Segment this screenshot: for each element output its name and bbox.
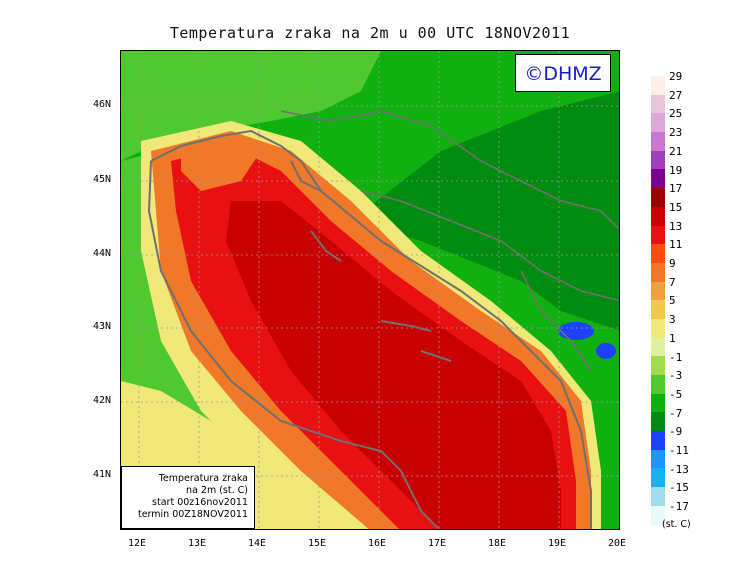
legend-swatch <box>651 393 665 413</box>
legend-label: 7 <box>669 275 676 289</box>
legend-swatch <box>651 337 665 357</box>
legend-label: -1 <box>669 350 683 364</box>
island <box>420 350 452 362</box>
legend-swatch <box>651 225 665 245</box>
legend-swatch <box>651 94 665 114</box>
longitude-label: 19E <box>548 538 567 549</box>
legend-swatch <box>651 468 665 488</box>
legend-swatch <box>651 132 665 151</box>
map-title: Temperatura zraka na 2m u 00 UTC 18NOV20… <box>169 24 571 42</box>
legend-swatch <box>651 113 665 133</box>
legend-swatch <box>651 449 665 469</box>
legend-label: 13 <box>669 219 683 233</box>
legend-label: 9 <box>669 257 676 270</box>
graticule <box>121 51 619 529</box>
info-line-valid: termin 00Z18NOV2011 <box>137 509 248 520</box>
legend-label: 29 <box>669 70 683 83</box>
legend-label: -9 <box>669 425 683 439</box>
latitude-label: 46N <box>93 99 112 110</box>
legend-label: -5 <box>669 387 683 401</box>
legend-label: -11 <box>669 444 689 457</box>
legend-swatch <box>651 356 665 375</box>
legend-swatch <box>651 76 665 95</box>
island <box>310 230 342 262</box>
longitude-label: 14E <box>248 538 267 549</box>
latitude-label: 44N <box>93 248 112 259</box>
longitude-label: 13E <box>188 538 207 549</box>
forecast-info-box: Temperatura zraka na 2m (st. C) start 00… <box>121 466 255 529</box>
legend-label: 19 <box>669 163 683 177</box>
legend-label: 3 <box>669 313 676 327</box>
legend-label: -3 <box>669 369 683 383</box>
latitude-label: 42N <box>93 395 112 406</box>
latitude-label: 41N <box>93 469 112 480</box>
legend-label: -7 <box>669 406 683 420</box>
legend-swatch <box>651 281 665 301</box>
map-canvas <box>121 51 619 529</box>
coastline-italy <box>147 160 441 529</box>
longitude-label: 16E <box>368 538 387 549</box>
legend-swatch <box>651 262 665 282</box>
color-legend <box>651 76 665 525</box>
legend-swatch <box>651 412 665 432</box>
north-adriatic-orange <box>181 136 261 191</box>
latitude-label: 45N <box>93 174 112 185</box>
longitude-label: 15E <box>308 538 327 549</box>
legend-swatch <box>651 487 665 506</box>
border-inland <box>520 270 592 372</box>
dhmz-logo: ©DHMZ <box>515 54 611 92</box>
legend-label: 11 <box>669 238 683 252</box>
legend-swatch <box>651 188 665 207</box>
legend-swatch <box>651 150 665 170</box>
lake <box>558 322 594 340</box>
legend-swatch <box>651 300 665 319</box>
legend-label: -15 <box>669 481 689 495</box>
longitude-label: 18E <box>488 538 507 549</box>
legend-label: 17 <box>669 182 683 196</box>
legend-label: 27 <box>669 88 683 102</box>
legend-label: -17 <box>669 500 689 514</box>
legend-swatch <box>651 206 665 226</box>
island <box>290 160 322 192</box>
sea-darkred-core <box>226 201 561 529</box>
info-line-units: na 2m (st. C) <box>186 485 248 496</box>
info-line-start: start 00z16nov2011 <box>152 497 248 508</box>
border-inland <box>280 110 619 231</box>
legend-label: 1 <box>669 331 676 345</box>
legend-swatch <box>651 505 665 525</box>
longitude-label: 17E <box>428 538 447 549</box>
legend-swatch <box>651 431 665 450</box>
info-line-variable: Temperatura zraka <box>158 473 248 484</box>
temperature-map <box>120 50 620 530</box>
legend-label: 23 <box>669 126 683 140</box>
legend-swatch <box>651 318 665 338</box>
legend-label: 5 <box>669 294 676 308</box>
latitude-label: 43N <box>93 321 112 332</box>
legend-label: 15 <box>669 200 683 214</box>
longitude-label: 12E <box>128 538 147 549</box>
legend-swatch <box>651 244 665 263</box>
legend-swatch <box>651 169 665 189</box>
legend-label: -13 <box>669 462 689 476</box>
longitude-label: 20E <box>608 538 627 549</box>
island <box>380 320 432 332</box>
coastline-east <box>150 129 592 529</box>
legend-label: 21 <box>669 144 683 158</box>
legend-label: 25 <box>669 107 683 121</box>
legend-units: (st. C) <box>662 519 691 530</box>
legend-swatch <box>651 375 665 394</box>
border-inland <box>360 190 619 302</box>
land-dark-region <box>351 91 619 331</box>
lake <box>596 343 616 359</box>
